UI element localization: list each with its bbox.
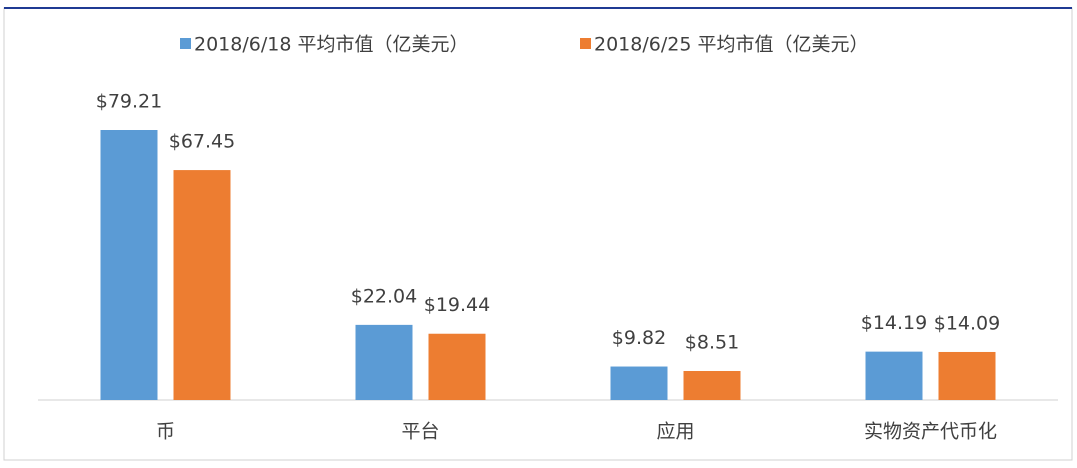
x-tick-label: 币 bbox=[156, 421, 175, 443]
bar bbox=[428, 333, 486, 400]
data-label: $14.09 bbox=[934, 312, 1000, 334]
x-tick-label: 平台 bbox=[401, 421, 439, 443]
legend-swatch bbox=[580, 38, 591, 49]
bar bbox=[610, 366, 668, 400]
data-label: $67.45 bbox=[169, 131, 235, 153]
data-label: $8.51 bbox=[685, 331, 739, 353]
bar bbox=[100, 130, 158, 400]
bar bbox=[938, 351, 996, 400]
data-label: $19.44 bbox=[424, 294, 490, 316]
legend-label: 2018/6/25 平均市值（亿美元） bbox=[594, 34, 868, 56]
bar bbox=[355, 324, 413, 400]
x-tick-label: 应用 bbox=[656, 421, 694, 443]
data-label: $14.19 bbox=[861, 312, 927, 334]
legend-label: 2018/6/18 平均市值（亿美元） bbox=[194, 34, 468, 56]
data-label: $22.04 bbox=[351, 285, 417, 307]
bar bbox=[683, 370, 741, 400]
bar bbox=[173, 170, 231, 400]
bar bbox=[865, 351, 923, 400]
data-label: $79.21 bbox=[96, 91, 162, 113]
x-tick-label: 实物资产代币化 bbox=[864, 421, 997, 443]
data-label: $9.82 bbox=[612, 327, 666, 349]
legend-swatch bbox=[180, 38, 191, 49]
